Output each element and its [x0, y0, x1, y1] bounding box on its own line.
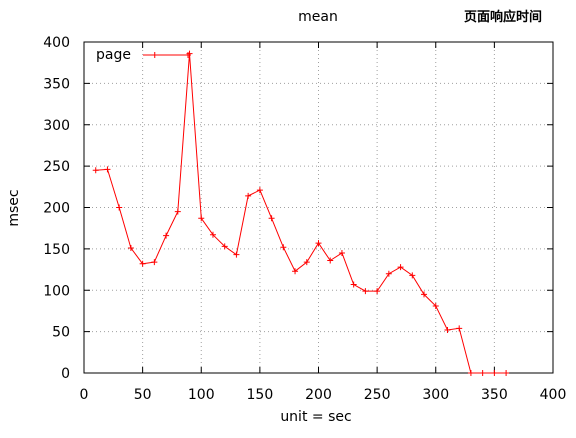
data-point: [198, 215, 205, 222]
data-point: [409, 272, 416, 279]
data-point: [421, 291, 428, 298]
data-point: [151, 259, 158, 266]
x-tick-label: 150: [247, 387, 274, 403]
data-point: [362, 288, 369, 295]
data-point: [221, 243, 228, 250]
data-point: [374, 288, 381, 295]
data-point: [209, 231, 216, 238]
data-point: [127, 245, 134, 252]
legend: page: [96, 47, 191, 63]
data-point: [104, 166, 111, 173]
x-tick-label: 200: [305, 387, 332, 403]
data-point: [303, 259, 310, 266]
y-axis-label: msec: [6, 189, 22, 226]
y-tick-label: 50: [52, 325, 70, 341]
data-point: [479, 370, 486, 376]
plot-frame: [83, 41, 554, 374]
grid: [84, 42, 553, 373]
y-tick-label: 100: [43, 283, 70, 299]
x-tick-label: 100: [188, 387, 215, 403]
y-tick-labels: 0 50 100 150 200 250 300 350 400: [43, 35, 70, 382]
data-point: [139, 260, 146, 267]
data-point: [163, 232, 170, 239]
chart-title: mean: [298, 9, 338, 25]
chart-subtitle: 页面响应时间: [464, 9, 542, 25]
legend-label: page: [96, 47, 131, 63]
data-point: [467, 370, 474, 376]
data-point: [116, 204, 123, 211]
data-point: [292, 268, 299, 275]
data-point: [456, 325, 463, 332]
data-point: [503, 370, 510, 376]
legend-marker: [185, 52, 191, 58]
data-point: [268, 215, 275, 222]
data-point: [186, 50, 193, 57]
data-point: [280, 244, 287, 251]
legend-marker: [151, 52, 158, 58]
x-tick-label: 250: [364, 387, 391, 403]
legend-markers: [151, 52, 191, 58]
y-tick-label: 400: [43, 35, 70, 51]
x-tick-label: 0: [80, 387, 89, 403]
data-point: [327, 257, 334, 264]
data-point: [233, 251, 240, 258]
x-tick-label: 300: [422, 387, 449, 403]
data-point: [315, 240, 322, 247]
data-point: [385, 270, 392, 277]
series-line: [95, 53, 507, 374]
x-tick-label: 400: [540, 387, 567, 403]
series-page: [92, 50, 510, 376]
data-point: [92, 167, 99, 174]
x-tick-labels: 0 50 100 150 200 250 300 350 400: [80, 387, 567, 403]
data-point: [444, 326, 451, 333]
data-point: [432, 302, 439, 309]
data-point: [174, 208, 181, 215]
y-tick-label: 0: [61, 366, 70, 382]
x-tick-label: 350: [481, 387, 508, 403]
data-point: [256, 187, 263, 194]
axis-ticks: [83, 41, 554, 374]
data-point: [245, 192, 252, 199]
data-point: [350, 281, 357, 288]
data-point: [491, 370, 498, 376]
y-tick-label: 350: [43, 76, 70, 92]
y-tick-label: 150: [43, 242, 70, 258]
data-point: [397, 264, 404, 271]
x-axis-label: unit = sec: [280, 409, 351, 425]
y-tick-label: 200: [43, 201, 70, 217]
y-tick-label: 300: [43, 118, 70, 134]
y-tick-label: 250: [43, 159, 70, 175]
data-point: [338, 250, 345, 257]
x-tick-label: 50: [134, 387, 152, 403]
